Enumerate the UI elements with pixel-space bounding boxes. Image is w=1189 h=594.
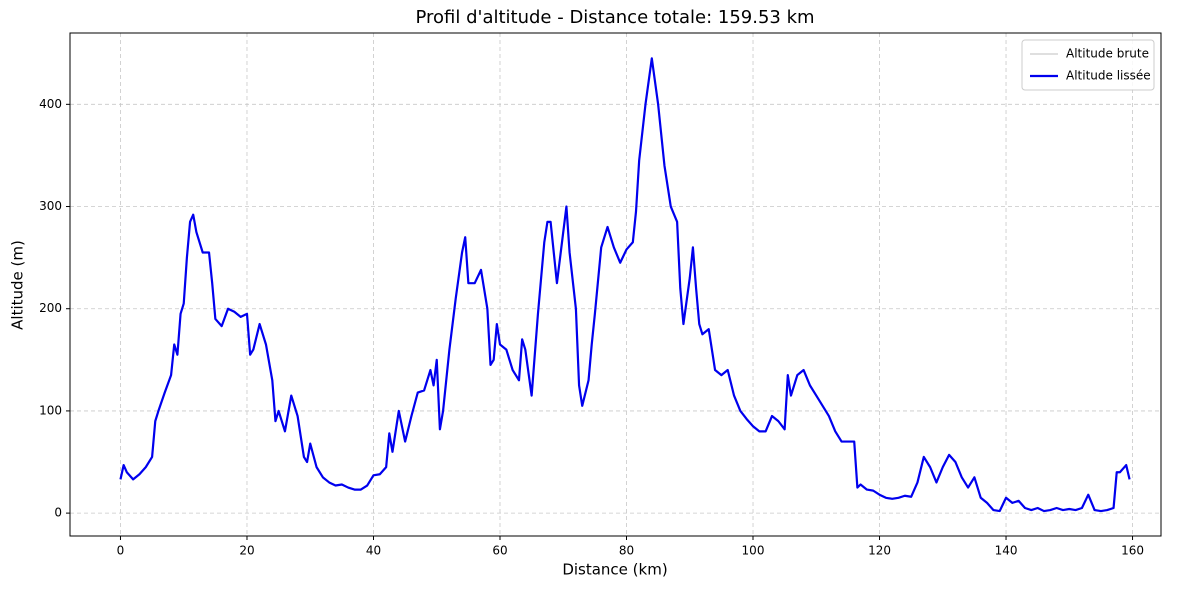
legend-label: Altitude lissée — [1066, 69, 1151, 83]
y-tick-label: 400 — [39, 97, 62, 111]
y-axis-label: Altitude (m) — [9, 240, 27, 330]
x-tick-label: 100 — [742, 544, 765, 558]
x-tick-label: 60 — [492, 544, 507, 558]
data-line — [119, 57, 1131, 512]
y-tick-label: 300 — [39, 199, 62, 213]
y-tick-label: 0 — [54, 506, 62, 520]
data-line — [119, 57, 1131, 513]
x-tick-label: 140 — [995, 544, 1018, 558]
x-tick-label: 40 — [366, 544, 381, 558]
x-tick-label: 20 — [239, 544, 254, 558]
x-tick-label: 160 — [1121, 544, 1144, 558]
plot-frame — [69, 32, 1162, 537]
y-tick-label: 200 — [39, 301, 62, 315]
chart-title: Profil d'altitude - Distance totale: 159… — [415, 7, 814, 28]
legend-label: Altitude brute — [1066, 47, 1149, 61]
legend-box — [1021, 39, 1155, 91]
x-tick-label: 120 — [868, 544, 891, 558]
x-tick-label: 80 — [619, 544, 634, 558]
x-tick-label: 0 — [117, 544, 125, 558]
x-axis-label: Distance (km) — [562, 561, 667, 579]
y-tick-label: 100 — [39, 403, 62, 417]
